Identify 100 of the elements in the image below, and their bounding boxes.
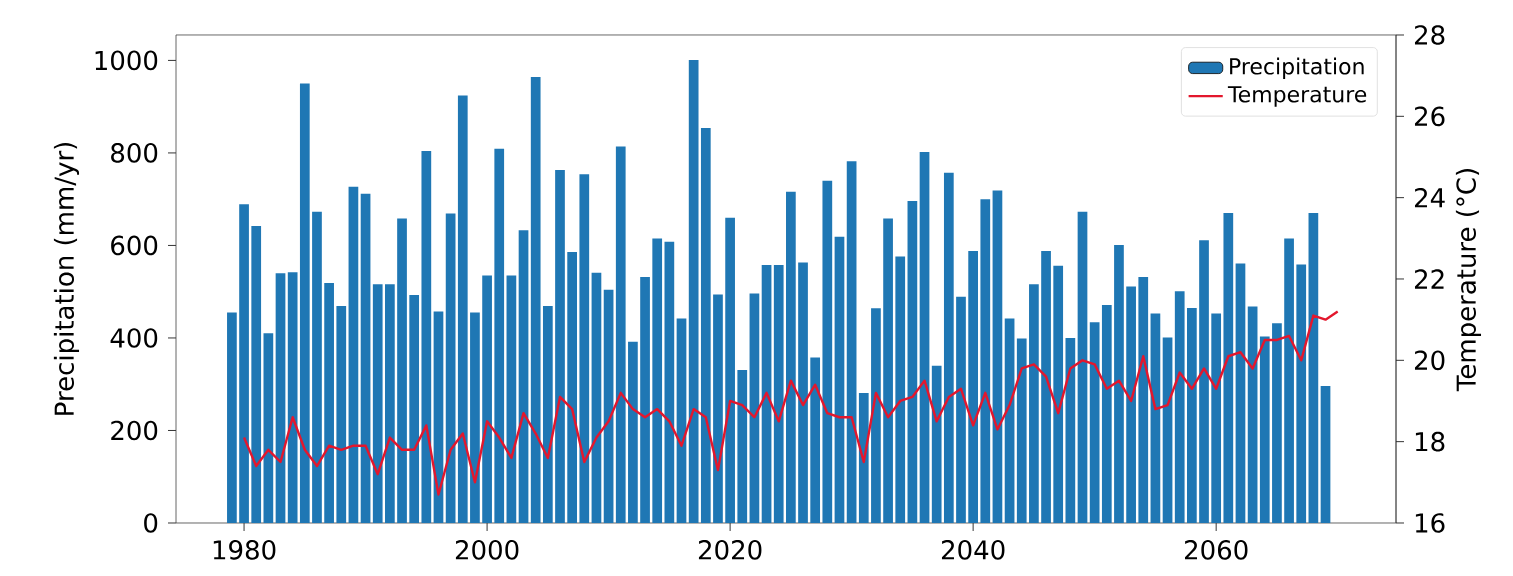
bar <box>1065 337 1076 523</box>
bar <box>919 152 930 523</box>
bar <box>810 357 821 523</box>
y2-tick-label: 18 <box>1415 431 1445 452</box>
bar <box>822 180 833 523</box>
bar <box>470 312 480 523</box>
legend-label: Temperature <box>1227 86 1367 107</box>
bar <box>1138 276 1149 523</box>
bar <box>676 318 687 523</box>
bar <box>555 170 565 523</box>
y-axis-title: Precipitation (mm/yr) <box>53 142 80 415</box>
bar <box>931 365 942 523</box>
y2-axis-title: Temperature (°C) <box>1455 169 1482 392</box>
x-tick-label: 2060 <box>1185 540 1248 560</box>
bar <box>737 369 748 523</box>
bar <box>798 262 808 523</box>
bar <box>239 204 249 523</box>
bar <box>1211 313 1222 523</box>
bar <box>664 241 675 523</box>
bar <box>324 282 334 523</box>
y-tick-label: 0 <box>144 513 158 533</box>
bar <box>1101 305 1112 523</box>
bar <box>421 151 432 523</box>
bar <box>445 213 456 523</box>
y-tick-label: 200 <box>111 420 158 441</box>
bar <box>409 294 420 523</box>
bar <box>579 174 590 523</box>
y2-tick-label: 20 <box>1414 350 1445 371</box>
bar <box>1029 284 1039 523</box>
bar <box>1089 322 1100 523</box>
bar <box>871 308 881 523</box>
bar <box>287 272 298 523</box>
bar <box>348 186 359 523</box>
bar <box>700 127 711 523</box>
y2-tick-label: 28 <box>1414 25 1445 45</box>
bar <box>992 190 1003 523</box>
bar <box>1077 211 1088 523</box>
bar <box>615 146 626 523</box>
bar <box>251 226 262 523</box>
legend-label: Precipitation <box>1230 57 1364 79</box>
y-tick-label: 1000 <box>95 50 158 71</box>
bar <box>397 218 407 523</box>
bar <box>907 201 918 523</box>
x-tick-label: 2000 <box>455 540 519 560</box>
bar <box>1174 291 1185 523</box>
bar <box>1187 307 1197 523</box>
bar <box>980 199 991 523</box>
bar <box>1016 338 1027 523</box>
bar <box>603 289 614 523</box>
bar <box>542 306 553 523</box>
y-tick-label: 600 <box>111 235 158 256</box>
bar <box>761 264 772 523</box>
bar <box>372 284 383 523</box>
bar <box>725 217 735 523</box>
bar <box>1296 264 1307 523</box>
bar <box>1259 336 1270 523</box>
y2-tick-label: 24 <box>1414 188 1445 208</box>
bar <box>567 251 578 523</box>
bar <box>688 59 699 523</box>
y2-tick-label: 16 <box>1415 513 1445 533</box>
bar <box>530 77 541 523</box>
bar <box>846 161 857 523</box>
bar <box>749 293 760 523</box>
bar <box>457 95 468 523</box>
bar <box>640 276 650 523</box>
bar <box>895 256 906 523</box>
bar <box>786 191 796 523</box>
bar <box>1162 337 1173 523</box>
bar <box>773 264 784 523</box>
bar <box>494 148 505 523</box>
bar <box>1199 240 1209 523</box>
bar <box>482 275 492 523</box>
bar <box>1247 306 1258 523</box>
bar <box>1114 244 1124 523</box>
bar <box>713 294 723 523</box>
bar <box>1235 263 1246 523</box>
bar <box>1308 213 1319 523</box>
bar <box>275 273 286 523</box>
bar <box>263 333 274 523</box>
bar <box>227 312 237 523</box>
bar <box>883 218 893 523</box>
bar <box>336 306 347 523</box>
bar <box>1272 323 1282 523</box>
x-tick-label: 2040 <box>941 540 1005 560</box>
bar <box>312 211 322 523</box>
x-tick-label: 1980 <box>213 540 276 560</box>
bar <box>1320 386 1331 523</box>
bar <box>1223 213 1234 523</box>
bar <box>385 284 395 523</box>
bar <box>968 251 978 523</box>
y2-tick-label: 22 <box>1414 269 1444 289</box>
bar <box>1284 238 1294 523</box>
y2-tick-label: 26 <box>1414 106 1445 127</box>
line-series <box>242 310 1339 496</box>
bar <box>360 193 371 523</box>
bar <box>628 341 638 523</box>
bar <box>591 272 602 523</box>
bar <box>943 172 954 523</box>
bar <box>956 296 966 523</box>
bar <box>1041 251 1051 523</box>
